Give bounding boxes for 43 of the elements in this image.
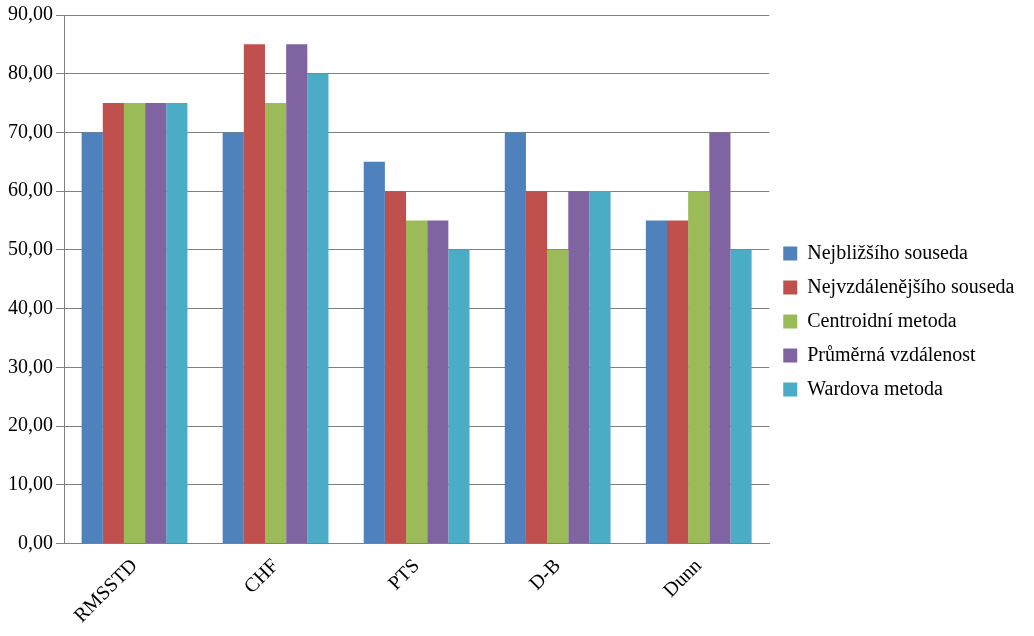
bar (145, 103, 167, 543)
legend-label: Nejvzdálenějšího souseda (807, 274, 1015, 298)
y-tick-label: 50,00 (8, 237, 53, 260)
bar (730, 249, 752, 543)
bar (81, 132, 103, 543)
bar (709, 132, 731, 543)
bar (448, 249, 470, 543)
y-tick-label: 30,00 (8, 354, 53, 377)
bar (166, 103, 188, 543)
bar (222, 132, 244, 543)
bar (406, 220, 428, 543)
x-tick-label: D-B (524, 553, 565, 594)
bar (243, 44, 265, 543)
legend-label: Centroidní metoda (807, 308, 957, 331)
legend-label: Nejbližšího souseda (807, 240, 968, 264)
bar (363, 161, 385, 543)
bar (427, 220, 449, 543)
x-tick-label: CHF (239, 553, 283, 597)
legend-label: Wardova metoda (807, 376, 943, 399)
legend-label: Průměrná vzdálenost (807, 342, 976, 365)
y-tick-label: 70,00 (8, 119, 53, 142)
bar (525, 191, 548, 543)
bar (645, 220, 667, 543)
y-tick-label: 20,00 (8, 413, 53, 436)
y-tick-label: 80,00 (8, 60, 53, 83)
bar (102, 103, 124, 543)
bar (123, 103, 146, 543)
y-tick-label: 40,00 (8, 295, 53, 318)
bar (504, 132, 526, 543)
x-tick-label: PTS (383, 553, 424, 594)
bar (666, 220, 689, 543)
bar (265, 103, 287, 543)
y-tick-label: 60,00 (8, 178, 53, 201)
bar (547, 249, 569, 543)
bar (568, 191, 590, 543)
y-tick-label: 10,00 (8, 471, 53, 494)
bar (307, 73, 329, 543)
bar (589, 191, 611, 543)
bar (286, 44, 308, 543)
bar (384, 191, 407, 543)
y-tick-label: 90,00 (8, 2, 53, 25)
y-tick-label: 0,00 (18, 530, 53, 553)
bar (688, 191, 710, 543)
